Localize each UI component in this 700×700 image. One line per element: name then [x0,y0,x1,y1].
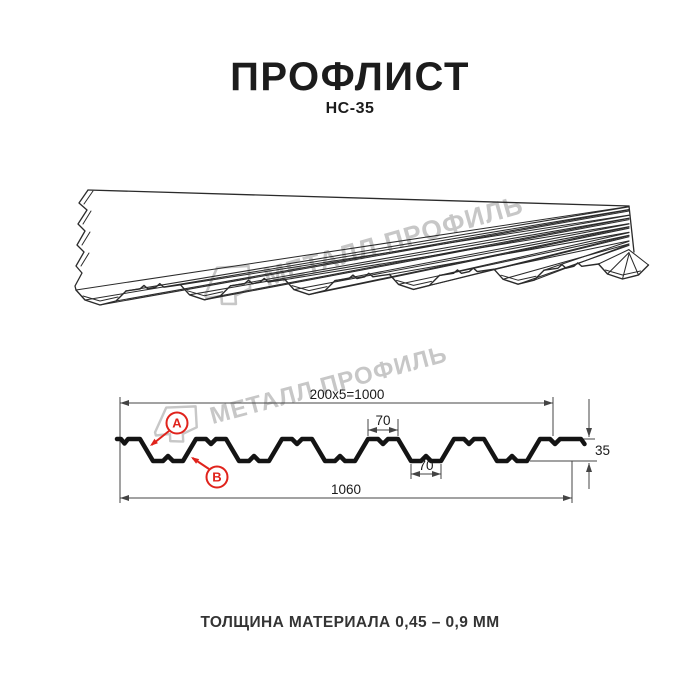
dim-label-overall-width: 1060 [331,482,361,497]
material-thickness-note: ТОЛЩИНА МАТЕРИАЛА 0,45 – 0,9 ММ [200,614,500,631]
callout-arrowheads [150,438,200,464]
cross-section-profile [114,436,587,464]
page-title: ПРОФЛИСТ [230,55,470,99]
dim-label-valley-width: 70 [418,458,433,473]
dim-label-crest-width: 70 [375,413,390,428]
dim-label-height: 35 [595,443,610,458]
dimension-arrowheads [120,400,592,501]
profile-3d-drawing [74,189,650,306]
product-code: НС-35 [325,100,375,117]
callout-label-b: B [212,470,221,485]
dim-label-cover-width: 200x5=1000 [310,387,385,402]
dimension-lines [119,397,597,503]
callout-label-a: A [172,416,182,431]
